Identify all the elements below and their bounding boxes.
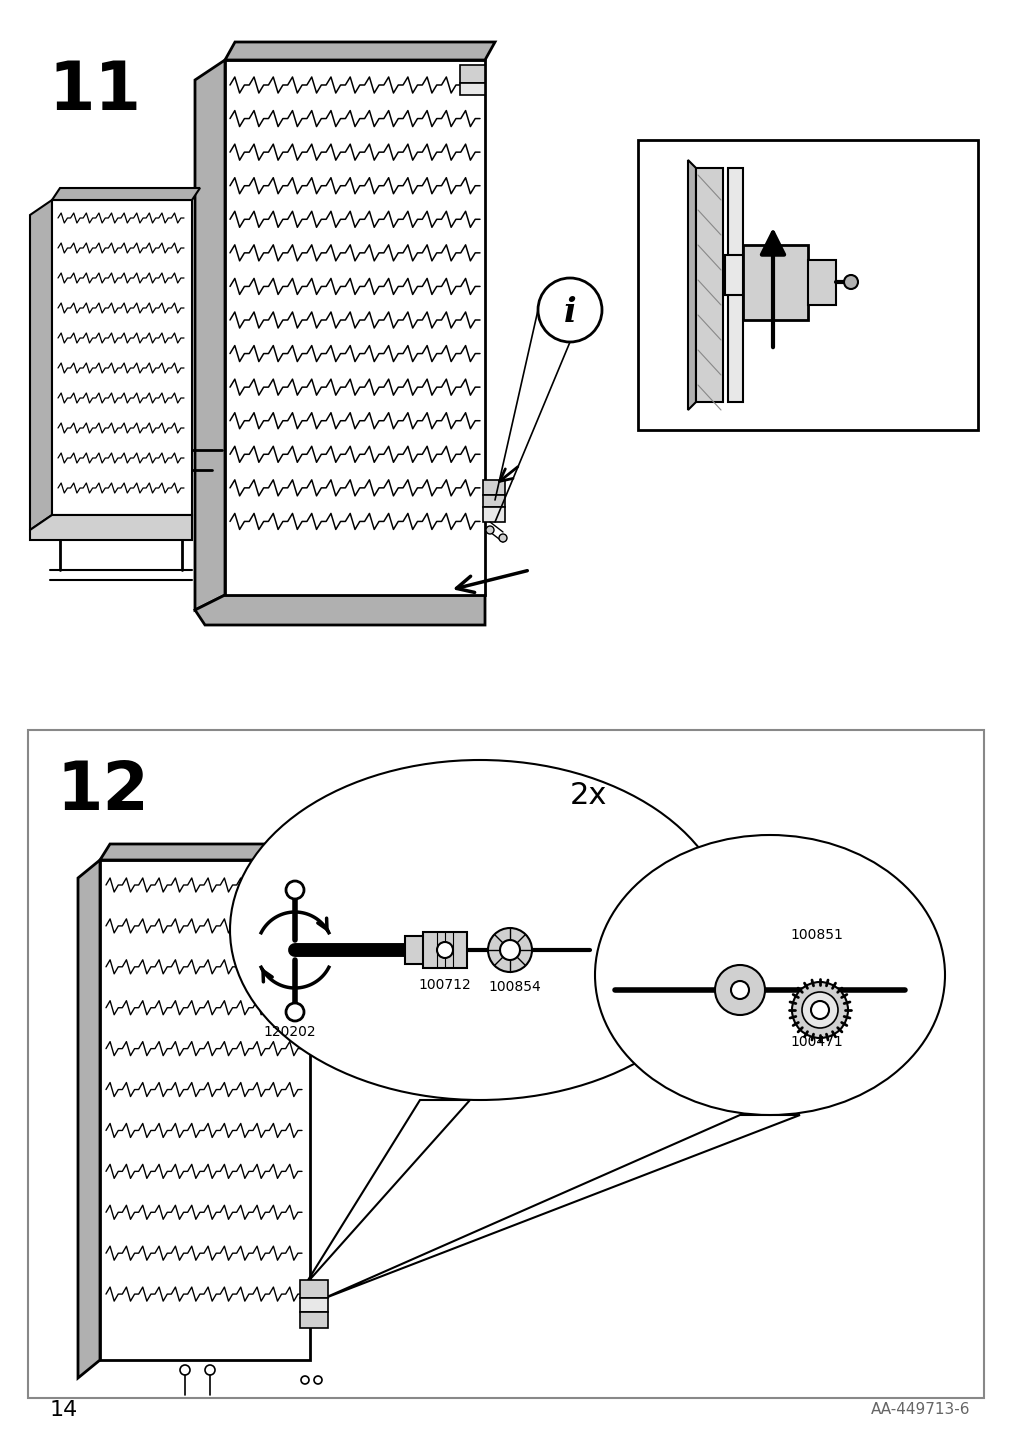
Polygon shape xyxy=(78,861,100,1378)
Circle shape xyxy=(730,981,748,1000)
Polygon shape xyxy=(100,843,319,861)
Polygon shape xyxy=(304,1100,469,1285)
Circle shape xyxy=(792,982,847,1038)
Bar xyxy=(299,1280,328,1297)
Bar xyxy=(482,480,504,495)
Polygon shape xyxy=(319,1116,800,1300)
Circle shape xyxy=(300,1376,308,1383)
Circle shape xyxy=(715,965,764,1015)
Circle shape xyxy=(538,278,602,342)
Polygon shape xyxy=(52,188,200,200)
Text: 14: 14 xyxy=(50,1400,78,1421)
Text: 2x: 2x xyxy=(569,780,607,809)
Text: 100854: 100854 xyxy=(488,979,541,994)
Bar xyxy=(460,64,484,83)
Circle shape xyxy=(485,526,493,534)
Text: 100471: 100471 xyxy=(790,1035,842,1050)
Circle shape xyxy=(205,1365,214,1375)
Circle shape xyxy=(313,1376,321,1383)
Polygon shape xyxy=(696,168,722,402)
Circle shape xyxy=(487,928,532,972)
Polygon shape xyxy=(30,516,192,540)
Ellipse shape xyxy=(594,835,944,1116)
Polygon shape xyxy=(404,937,435,964)
Bar xyxy=(28,730,983,1398)
Bar xyxy=(295,885,325,899)
Circle shape xyxy=(810,1001,828,1020)
Polygon shape xyxy=(30,200,52,530)
Circle shape xyxy=(499,939,520,959)
Bar xyxy=(807,261,835,305)
Bar xyxy=(482,507,504,523)
Polygon shape xyxy=(52,200,192,516)
Polygon shape xyxy=(727,168,742,402)
Text: i: i xyxy=(563,295,575,328)
Text: 11: 11 xyxy=(48,59,141,125)
Polygon shape xyxy=(224,42,494,60)
Circle shape xyxy=(801,992,837,1028)
Bar xyxy=(299,1312,328,1327)
Bar xyxy=(295,865,325,885)
Bar xyxy=(482,495,504,507)
Circle shape xyxy=(286,1002,303,1021)
Polygon shape xyxy=(724,255,742,295)
Circle shape xyxy=(437,942,453,958)
Polygon shape xyxy=(195,60,224,610)
Text: 12: 12 xyxy=(56,758,149,823)
Bar xyxy=(423,932,466,968)
Circle shape xyxy=(498,534,507,541)
Circle shape xyxy=(843,275,857,289)
Polygon shape xyxy=(195,596,484,624)
Polygon shape xyxy=(687,160,696,410)
Polygon shape xyxy=(742,245,807,319)
Polygon shape xyxy=(100,861,309,1360)
Circle shape xyxy=(180,1365,190,1375)
Text: 120202: 120202 xyxy=(264,1025,316,1040)
Text: 100712: 100712 xyxy=(419,978,471,992)
Ellipse shape xyxy=(229,760,729,1100)
Bar xyxy=(637,140,977,430)
Bar xyxy=(460,83,484,95)
Text: 100851: 100851 xyxy=(790,928,842,942)
Polygon shape xyxy=(224,60,484,596)
Circle shape xyxy=(286,881,303,899)
Bar xyxy=(299,1297,328,1312)
Text: AA-449713-6: AA-449713-6 xyxy=(869,1402,969,1418)
